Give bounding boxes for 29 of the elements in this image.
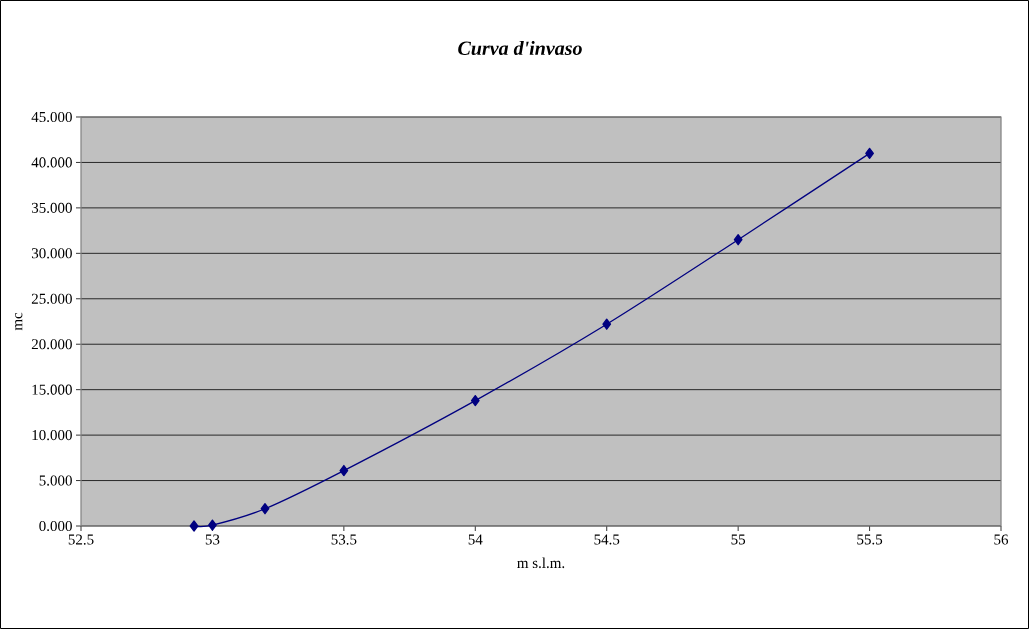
- point: [189, 520, 199, 532]
- y-tick-label: 30.000: [31, 248, 72, 259]
- y-tick-label: 20.000: [31, 339, 72, 350]
- x-axis-title: m s.l.m.: [517, 557, 565, 569]
- y-tick-label: 5.000: [39, 475, 72, 486]
- x-tick-label: 53.5: [331, 534, 357, 545]
- point: [602, 318, 612, 330]
- point: [208, 519, 217, 531]
- y-tick-label: 0.000: [39, 520, 72, 532]
- y-tick-label: 35.000: [31, 202, 72, 213]
- y-axis-title: mc: [15, 312, 23, 331]
- x-tick-label: 54: [468, 534, 483, 545]
- x-tick-label: 53: [205, 534, 220, 545]
- point: [260, 503, 270, 515]
- y-tick-label: 45.000: [31, 111, 72, 123]
- point: [733, 234, 743, 246]
- x-tick-label: 54.5: [594, 534, 620, 545]
- y-tick-label: 15.000: [32, 384, 72, 395]
- point: [865, 147, 874, 159]
- x-tick-label: 55.5: [857, 534, 883, 545]
- chart-title: Curva d'invaso: [458, 40, 582, 56]
- y-tick-label: 40.000: [31, 157, 72, 168]
- x-tick-label: 52.5: [68, 534, 94, 545]
- point: [470, 394, 480, 407]
- x-tick-label: 55: [731, 534, 746, 545]
- point: [339, 464, 349, 477]
- y-tick-label: 10.000: [32, 430, 72, 441]
- x-tick-label: 56: [994, 534, 1009, 545]
- y-tick-label: 25.000: [31, 293, 72, 304]
